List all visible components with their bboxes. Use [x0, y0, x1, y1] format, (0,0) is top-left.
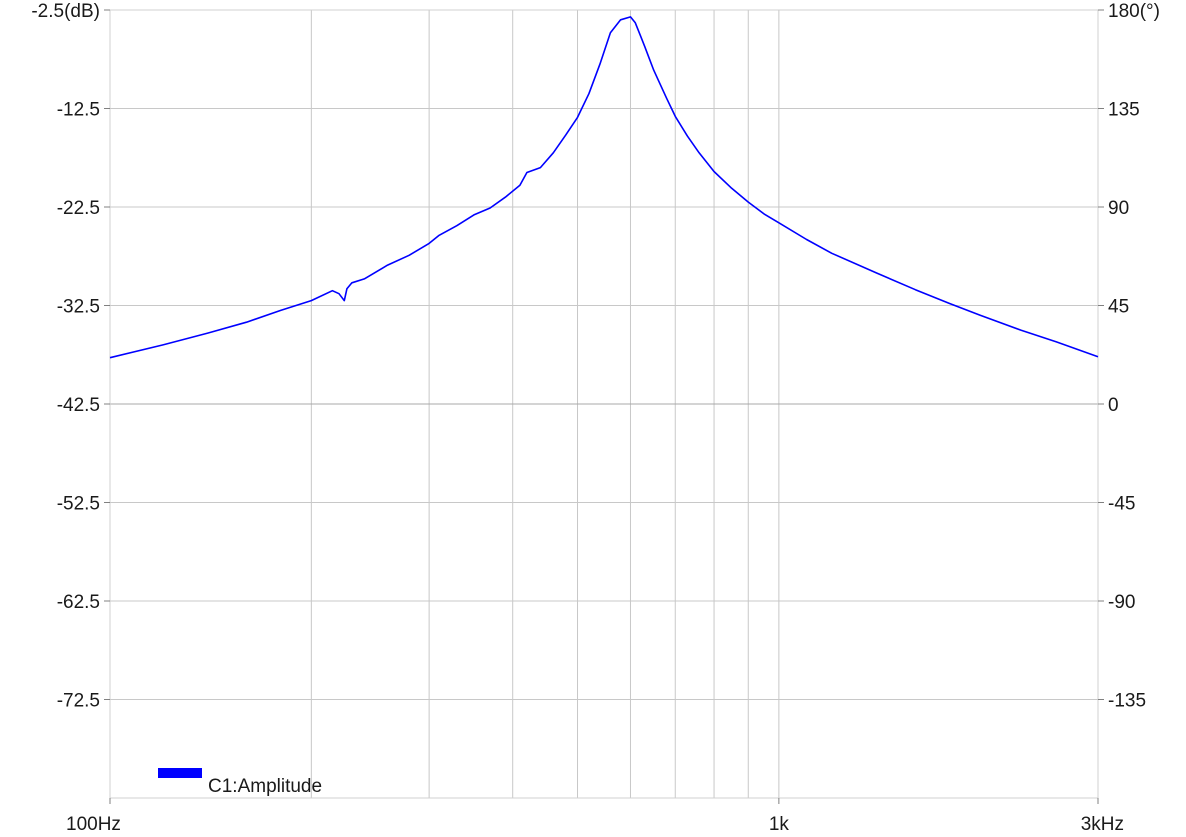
y-tick-label: -72.5: [57, 691, 100, 712]
y-tick-label: -32.5: [57, 297, 100, 318]
y2-tick-label: 135: [1108, 100, 1140, 121]
legend-label: C1:Amplitude: [208, 776, 322, 797]
series-lines: [109, 16, 1099, 359]
y2-tick-label: -90: [1108, 592, 1135, 613]
legend: C1:Amplitude: [158, 768, 322, 797]
legend-swatch: [158, 768, 202, 778]
x-tick-label: 3kHz: [1081, 814, 1124, 835]
x-tick-label: 100Hz: [66, 814, 121, 835]
x-tick-label: 1k: [769, 814, 790, 835]
y2-tick-label: -135: [1108, 691, 1146, 712]
tick-marks: [104, 9, 1104, 804]
y2-tick-label: 45: [1108, 297, 1129, 318]
y-tick-label: -52.5: [57, 494, 100, 515]
y-tick-label: -2.5(dB): [31, 1, 100, 22]
y2-tick-label: 180(°): [1108, 1, 1160, 22]
y-tick-label: -22.5: [57, 198, 100, 219]
y-tick-label: -62.5: [57, 592, 100, 613]
y-tick-label: -42.5: [57, 395, 100, 416]
y2-tick-label: 90: [1108, 198, 1129, 219]
tick-labels: -2.5(dB) -12.5 -22.5 -32.5 -42.5 -52.5 -62.5 -7…: [31, 1, 1160, 835]
y2-tick-label: 0: [1108, 395, 1119, 416]
grid-lines: [110, 10, 1098, 798]
y2-tick-label: -45: [1108, 494, 1135, 515]
y-tick-label: -12.5: [57, 100, 100, 121]
series-line-amplitude: [109, 16, 1099, 359]
